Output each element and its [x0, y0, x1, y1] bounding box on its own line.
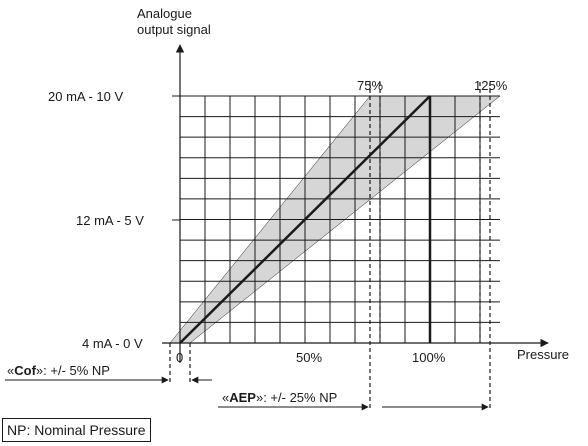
marker-label-75: 75%: [357, 78, 383, 93]
x-tick-label-100: 100%: [412, 350, 446, 365]
nominal-pressure-note: NP: Nominal Pressure: [2, 418, 151, 442]
dashed-markers: [169, 82, 491, 410]
aep-label-key: AEP: [229, 390, 256, 405]
characteristic-line: [179, 95, 431, 344]
cof-label-suffix: »: +/- 5% NP: [36, 363, 110, 378]
y-tick-label-12ma: 12 mA - 5 V: [76, 213, 144, 228]
y-tick-label-20ma: 20 mA - 10 V: [48, 89, 123, 104]
marker-label-125: 125%: [474, 78, 508, 93]
aep-label: «AEP»: +/- 25% NP: [222, 390, 337, 405]
cof-label-key: Cof: [14, 363, 36, 378]
nominal-pressure-note-text: NP: Nominal Pressure: [7, 422, 146, 438]
aep-label-suffix: »: +/- 25% NP: [256, 390, 337, 405]
y-tick-label-4ma: 4 mA - 0 V: [82, 336, 143, 351]
y-axis-title-line2: output signal: [137, 22, 211, 37]
cof-label-prefix: «: [7, 363, 14, 378]
x-tick-label-50: 50%: [296, 350, 322, 365]
y-axis-title-line1: Analogue: [137, 6, 192, 21]
x-axis-title: Pressure: [517, 347, 569, 362]
x-tick-label-0: 0: [176, 350, 183, 365]
cof-label: «Cof»: +/- 5% NP: [7, 363, 110, 378]
aep-label-prefix: «: [222, 390, 229, 405]
